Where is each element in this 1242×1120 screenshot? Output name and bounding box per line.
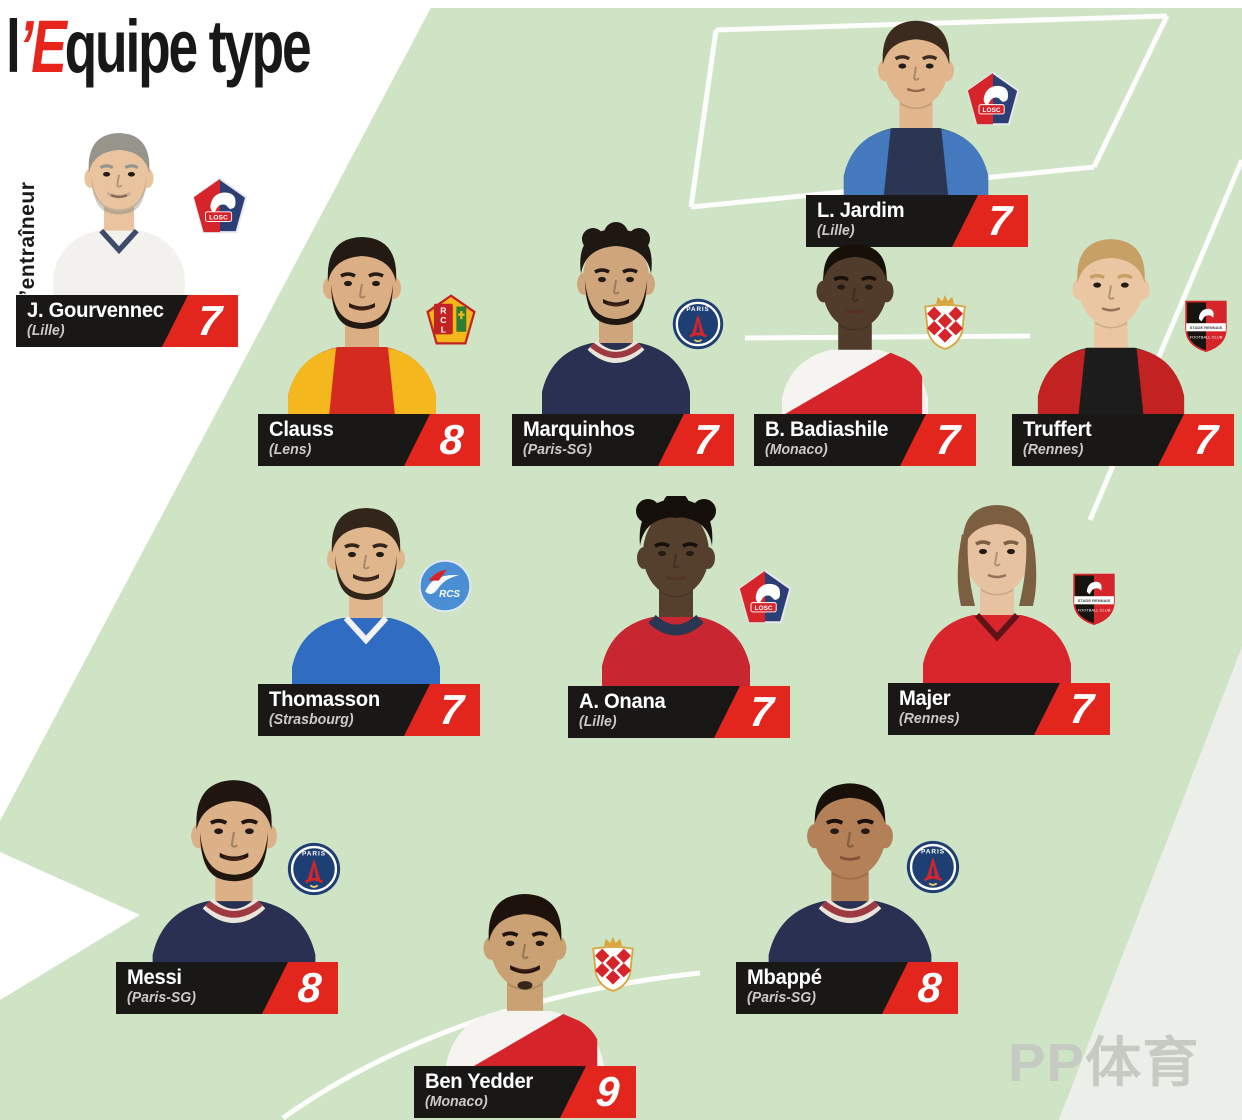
- player-card: Truffert (Rennes) 7: [1012, 414, 1234, 466]
- svg-text:STADE RENNAIS: STADE RENNAIS: [1190, 325, 1223, 330]
- svg-text:STADE RENNAIS: STADE RENNAIS: [1078, 598, 1111, 603]
- player-photo-badiashile: [781, 244, 929, 428]
- svg-text:PARIS: PARIS: [686, 306, 709, 313]
- club-badge-losc: LOSC: [192, 177, 248, 234]
- player-photo-benyedder: [446, 893, 604, 1095]
- player-card: Thomasson (Strasbourg) 7: [258, 684, 480, 736]
- player-name: A. Onana: [579, 689, 666, 713]
- pp-sports-watermark: PP体育: [1008, 1033, 1200, 1093]
- player-club: (Lille): [579, 713, 617, 730]
- player-card: Clauss (Lens) 8: [258, 414, 480, 466]
- player-card: Ben Yedder (Monaco) 9: [414, 1066, 636, 1118]
- player-club: (Paris-SG): [747, 989, 816, 1006]
- club-badge-psg: PARIS: [906, 840, 960, 894]
- player-card: Marquinhos (Paris-SG) 7: [512, 414, 734, 466]
- player-card: Majer (Rennes) 7: [888, 683, 1110, 735]
- svg-text:R: R: [440, 306, 446, 316]
- svg-text:LOSC: LOSC: [983, 107, 1001, 114]
- player-photo-gourvennec: [53, 133, 185, 301]
- club-badge-rcs: RCS: [418, 559, 472, 613]
- player-photo-truffert: [1037, 239, 1185, 426]
- svg-text:PARIS: PARIS: [921, 848, 945, 855]
- player-photo-majer: [923, 505, 1071, 694]
- club-badge-psg: PARIS: [287, 842, 341, 896]
- player-name: B. Badiashile: [765, 417, 889, 441]
- title-l: l: [6, 5, 21, 88]
- player-card: L. Jardim (Lille) 7: [806, 195, 1028, 247]
- svg-text:RCS: RCS: [439, 589, 460, 600]
- player-card: A. Onana (Lille) 7: [568, 686, 790, 738]
- svg-text:C: C: [440, 315, 446, 325]
- player-name: Mbappé: [747, 965, 822, 989]
- coach-section-label: l’entraîneur: [16, 181, 39, 302]
- player-card: B. Badiashile (Monaco) 7: [754, 414, 976, 466]
- player-name: Messi: [127, 965, 182, 989]
- player-photo-marquinhos: [542, 222, 690, 422]
- player-photo-jardim: [843, 20, 989, 205]
- player-card: Messi (Paris-SG) 8: [116, 962, 338, 1014]
- player-club: (Paris-SG): [127, 989, 196, 1006]
- player-photo-thomasson: [292, 508, 440, 697]
- player-club: (Lens): [269, 441, 312, 458]
- player-photo-onana: [602, 496, 750, 696]
- club-badge-losc: LOSC: [966, 71, 1020, 126]
- title-equipe-e-red: ’E: [18, 5, 67, 88]
- svg-text:FOOTBALL CLUB: FOOTBALL CLUB: [1078, 607, 1111, 612]
- player-name: Truffert: [1023, 417, 1092, 441]
- player-club: (Paris-SG): [523, 441, 592, 458]
- club-badge-monaco: [924, 294, 966, 350]
- svg-text:LOSC: LOSC: [209, 215, 228, 222]
- player-rating-box: 9: [560, 1066, 636, 1118]
- svg-text:L: L: [441, 325, 446, 335]
- title-rest: quipe type: [64, 5, 312, 88]
- club-badge-rennes: STADE RENNAIS FOOTBALL CLUB: [1185, 300, 1227, 353]
- svg-text:FOOTBALL CLUB: FOOTBALL CLUB: [1190, 334, 1223, 339]
- page-title: l’Equipe type: [6, 5, 312, 88]
- club-badge-losc: LOSC: [738, 569, 792, 624]
- player-card: Mbappé (Paris-SG) 8: [736, 962, 958, 1014]
- player-rating: 9: [594, 1068, 622, 1115]
- club-badge-rcl: R C L: [426, 294, 476, 345]
- player-card: J. Gourvennec (Lille) 7: [16, 295, 238, 347]
- player-name: Thomasson: [269, 687, 380, 711]
- player-name: Marquinhos: [523, 417, 635, 441]
- player-club: (Strasbourg): [269, 711, 354, 728]
- player-name: J. Gourvennec: [27, 298, 164, 322]
- club-badge-psg: PARIS: [672, 298, 724, 350]
- club-badge-monaco: [592, 936, 634, 992]
- corner-cut-bottom-left: [0, 852, 140, 1000]
- player-name: Majer: [899, 686, 951, 710]
- player-club: (Monaco): [425, 1093, 488, 1110]
- svg-text:LOSC: LOSC: [755, 605, 773, 612]
- player-name: Clauss: [269, 417, 334, 441]
- goal-line-strip: [0, 0, 1242, 8]
- player-club: (Rennes): [1023, 441, 1084, 458]
- player-name: L. Jardim: [817, 198, 905, 222]
- player-club: (Rennes): [899, 710, 960, 727]
- player-club: (Monaco): [765, 441, 828, 458]
- player-club: (Lille): [27, 322, 65, 339]
- player-photo-clauss: [288, 237, 436, 426]
- player-name: Ben Yedder: [425, 1069, 534, 1093]
- corner-cut-bottom-right: [1059, 647, 1242, 1120]
- player-club: (Lille): [817, 222, 855, 239]
- svg-text:PARIS: PARIS: [302, 850, 326, 857]
- club-badge-rennes: STADE RENNAIS FOOTBALL CLUB: [1073, 573, 1115, 626]
